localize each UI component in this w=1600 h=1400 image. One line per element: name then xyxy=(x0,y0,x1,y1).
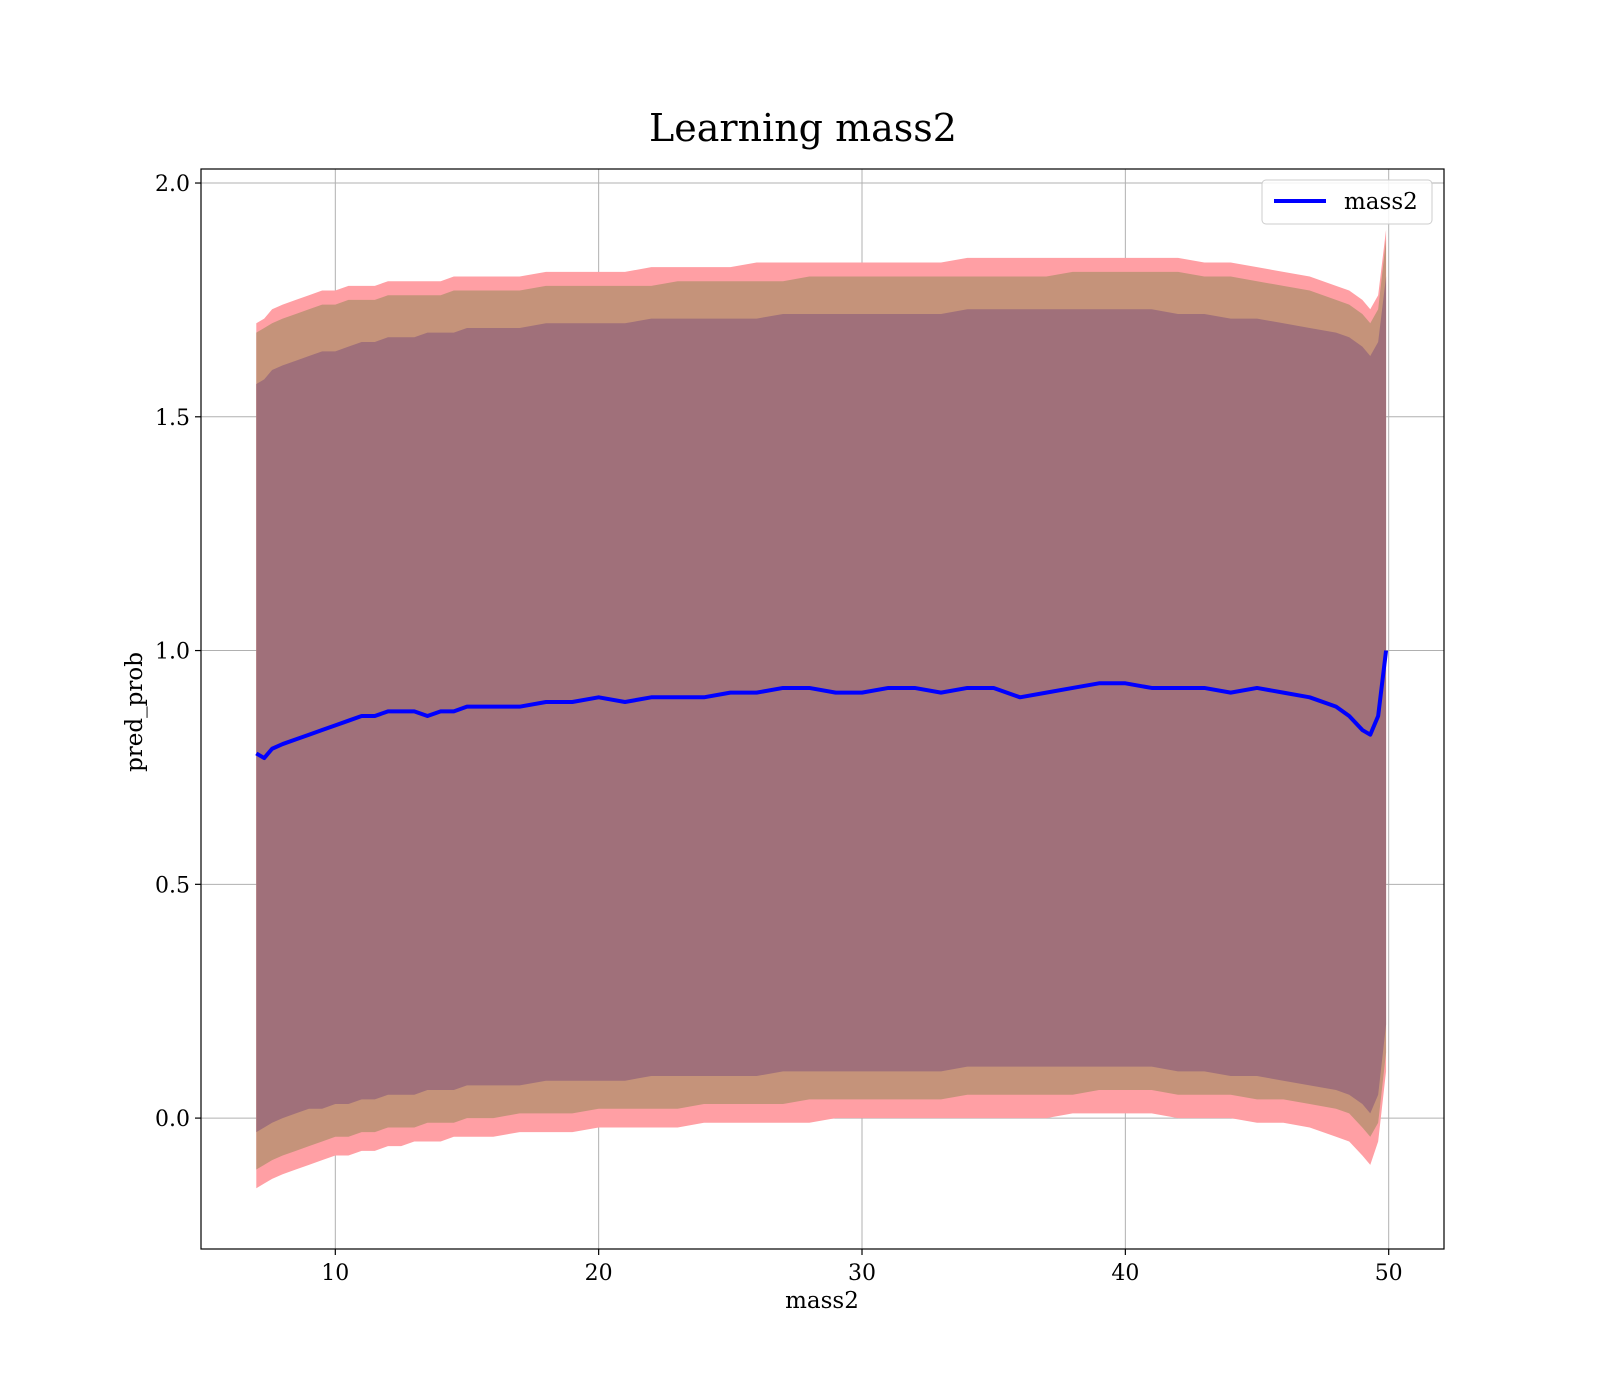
chart-title: Learning mass2 xyxy=(649,106,957,150)
y-tick-label: 0.5 xyxy=(155,873,190,898)
confidence-bands xyxy=(256,229,1387,1189)
x-tick-label: 30 xyxy=(848,1261,876,1286)
x-axis-label: mass2 xyxy=(785,1288,859,1314)
y-tick-label: 0.0 xyxy=(155,1107,190,1132)
x-tick-label: 20 xyxy=(585,1261,613,1286)
y-tick-label: 2.0 xyxy=(155,172,190,197)
series-line-mass2 xyxy=(255,650,1389,761)
x-tick-label: 50 xyxy=(1375,1261,1403,1286)
y-tick-label: 1.5 xyxy=(155,406,190,431)
legend-box xyxy=(1261,179,1433,225)
axis-ticks: 10 20 30 40 50 0.0 0.5 1.0 1.5 2.0 xyxy=(155,172,1403,1286)
y-tick-label: 1.0 xyxy=(155,640,190,665)
legend-label-mass2: mass2 xyxy=(1344,189,1418,215)
x-tick-label: 10 xyxy=(321,1261,349,1286)
legend: mass2 xyxy=(1261,179,1433,225)
series-layer xyxy=(255,650,1389,761)
band-inner xyxy=(256,276,1387,1133)
plot-frame xyxy=(200,168,1445,1250)
y-axis-label: pred_prob xyxy=(122,652,148,772)
x-tick-label: 40 xyxy=(1111,1261,1139,1286)
